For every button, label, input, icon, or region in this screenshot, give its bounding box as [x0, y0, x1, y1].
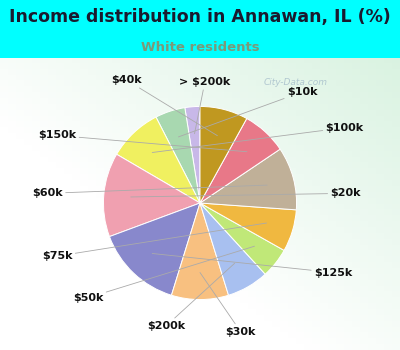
Text: White residents: White residents	[141, 41, 259, 54]
Text: $10k: $10k	[178, 87, 317, 137]
Text: $60k: $60k	[32, 185, 267, 198]
Wedge shape	[200, 119, 280, 203]
Text: $200k: $200k	[147, 263, 235, 331]
Text: $50k: $50k	[73, 246, 254, 303]
Text: Income distribution in Annawan, IL (%): Income distribution in Annawan, IL (%)	[9, 8, 391, 26]
Wedge shape	[156, 108, 200, 203]
Text: $20k: $20k	[131, 188, 361, 198]
Text: $75k: $75k	[42, 223, 266, 261]
Wedge shape	[200, 149, 296, 210]
Wedge shape	[200, 203, 265, 295]
Text: $100k: $100k	[152, 123, 364, 153]
Text: $30k: $30k	[200, 273, 256, 337]
Text: $150k: $150k	[38, 131, 247, 152]
Text: $40k: $40k	[112, 75, 217, 136]
Wedge shape	[104, 154, 200, 237]
Text: City-Data.com: City-Data.com	[264, 78, 328, 87]
Wedge shape	[185, 106, 200, 203]
Wedge shape	[172, 203, 228, 300]
Wedge shape	[200, 106, 247, 203]
Text: > $200k: > $200k	[179, 77, 230, 134]
Wedge shape	[110, 203, 200, 295]
Wedge shape	[200, 203, 296, 250]
Wedge shape	[117, 117, 200, 203]
Wedge shape	[200, 203, 284, 274]
Text: $125k: $125k	[152, 253, 352, 278]
